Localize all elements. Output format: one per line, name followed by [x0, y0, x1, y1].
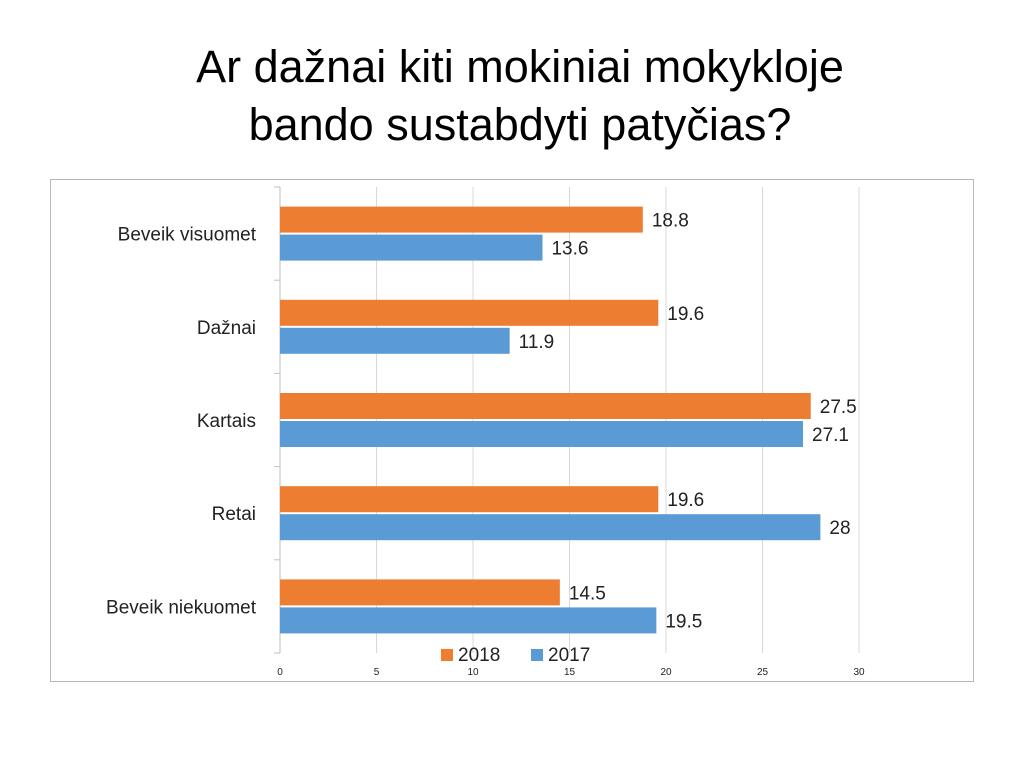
slide-title-line-2: bando sustabdyti patyčias?	[248, 99, 792, 150]
slide-title: Ar dažnai kiti mokiniai mokykloje bando …	[80, 38, 960, 154]
bar-2017	[280, 421, 804, 447]
legend-label: 2018	[458, 645, 500, 666]
data-label: 19.6	[667, 490, 704, 511]
bar-2017	[280, 514, 821, 541]
x-tick-label: 30	[853, 667, 865, 678]
bar-2018	[280, 393, 811, 419]
data-label: 19.5	[665, 611, 702, 632]
bar-2018	[280, 299, 659, 326]
bar-2018	[280, 486, 659, 513]
x-tick-label: 5	[374, 667, 380, 678]
x-tick-label: 10	[467, 667, 479, 678]
bar-2018	[280, 579, 560, 606]
data-label: 27.5	[820, 397, 857, 418]
x-tick-label: 15	[564, 667, 576, 678]
data-label: 28	[829, 518, 850, 539]
x-tick-label: 25	[757, 667, 769, 678]
data-label: 13.6	[551, 239, 588, 260]
chart-frame: 0 5 10 15 20 25 30 Beveik visuomet 18.8 13.6 Dažna…	[50, 179, 974, 682]
bar-2017	[280, 234, 543, 261]
category-label: Beveik niekuomet	[106, 597, 257, 618]
bar-2018	[280, 206, 643, 233]
bar-2017	[280, 327, 510, 354]
data-label: 14.5	[569, 583, 606, 604]
legend-swatch-2018	[441, 649, 453, 661]
data-label: 19.6	[667, 304, 704, 325]
category-label: Beveik visuomet	[118, 225, 257, 246]
legend-swatch-2017	[531, 649, 543, 661]
category-label: Kartais	[197, 411, 256, 432]
slide-title-line-1: Ar dažnai kiti mokiniai mokykloje	[196, 41, 844, 92]
x-tick-label: 20	[660, 667, 672, 678]
category-label: Retai	[212, 504, 256, 525]
bar-2017	[280, 607, 657, 634]
category-label: Dažnai	[197, 318, 256, 339]
data-label: 11.9	[519, 332, 555, 353]
bar-chart: 0 5 10 15 20 25 30 Beveik visuomet 18.8 13.6 Dažna…	[106, 186, 865, 678]
data-label: 27.1	[812, 425, 849, 446]
data-label: 18.8	[652, 211, 689, 232]
legend-label: 2017	[548, 645, 590, 666]
x-tick-label: 0	[277, 667, 283, 678]
